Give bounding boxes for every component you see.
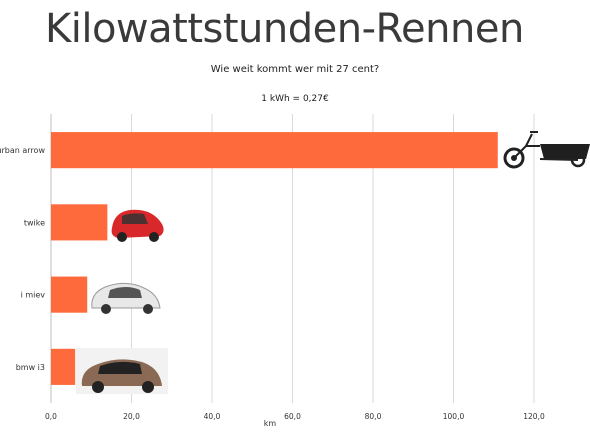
x-tick-label: 80,0	[365, 412, 382, 421]
bar-bmw-i3	[51, 348, 76, 385]
x-axis-label: km	[264, 419, 277, 428]
x-tick-labels: 0,0 20,0 40,0 60,0 80,0 100,0 120,0	[45, 412, 545, 421]
x-tick-label: 60,0	[284, 412, 301, 421]
category-labels: urban arrow twike i miev bmw i3	[0, 146, 45, 372]
category-label: bmw i3	[16, 363, 45, 372]
cargo-bike-icon	[503, 131, 590, 169]
bar-urban-arrow	[51, 132, 498, 169]
x-tick-label: 100,0	[443, 412, 465, 421]
page-title: Kilowattstunden-Rennen	[45, 6, 524, 52]
bar-twike	[51, 204, 108, 241]
x-tick-label: 0,0	[45, 412, 57, 421]
category-label: urban arrow	[0, 146, 45, 155]
twike-car-icon	[111, 209, 164, 242]
x-tick-label: 40,0	[204, 412, 221, 421]
vehicle-icons	[76, 131, 590, 394]
bmw-i3-car-icon	[76, 348, 168, 394]
category-label: twike	[24, 218, 45, 227]
i-miev-car-icon	[91, 282, 161, 314]
price-note: 1 kWh = 0,27€	[261, 94, 329, 104]
chart-subtitle: Wie weit kommt wer mit 27 cent?	[210, 64, 380, 75]
bars	[51, 132, 498, 385]
x-tick-label: 20,0	[123, 412, 140, 421]
category-label: i miev	[21, 291, 46, 300]
x-tick-label: 120,0	[523, 412, 545, 421]
bar-i-miev	[51, 276, 88, 313]
